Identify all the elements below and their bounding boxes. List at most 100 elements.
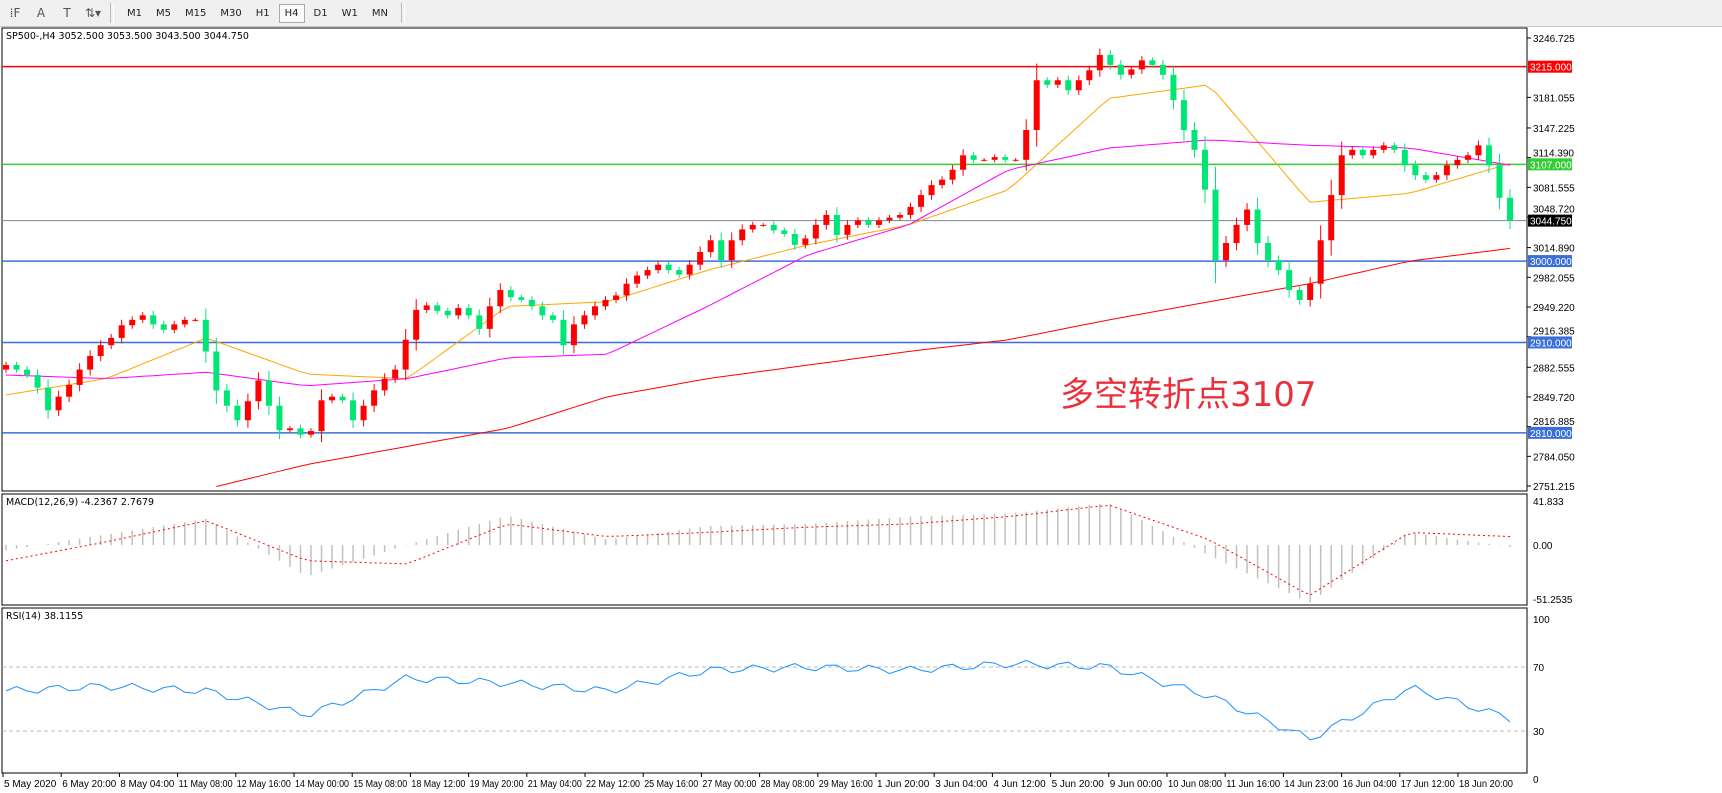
candle xyxy=(1244,203,1251,232)
grid-f-icon[interactable]: ⁞F xyxy=(9,6,21,20)
timeframe-h1[interactable]: H1 xyxy=(255,7,270,19)
candle xyxy=(507,286,514,302)
candle xyxy=(139,312,146,324)
candle xyxy=(360,399,367,427)
candle xyxy=(1002,154,1009,163)
candle xyxy=(697,246,704,271)
timeframe-m5[interactable]: M5 xyxy=(156,7,171,19)
candle-body xyxy=(655,264,662,271)
y-tick-label: 3014.890 xyxy=(1533,244,1575,255)
candle-body xyxy=(928,185,935,196)
x-tick-label: 29 May 16:00 xyxy=(819,779,873,790)
candle-body xyxy=(1002,157,1009,160)
x-tick-label: 12 May 16:00 xyxy=(237,779,291,790)
level-label: 3000.000 xyxy=(1530,257,1572,268)
candle-body xyxy=(613,295,620,300)
candle xyxy=(812,219,819,245)
x-tick-label: 14 Jun 23:00 xyxy=(1284,779,1338,790)
candle xyxy=(823,210,830,230)
y-tick-label: 3147.225 xyxy=(1533,124,1575,135)
candle xyxy=(350,392,357,428)
candle-body xyxy=(1422,175,1429,180)
candle-body xyxy=(1359,149,1366,156)
text-icon[interactable]: A xyxy=(36,6,46,20)
y-tick-label: 2751.215 xyxy=(1533,482,1575,493)
candle-body xyxy=(518,297,525,300)
moving-average-ma_slow xyxy=(216,247,1511,487)
candle-body xyxy=(886,217,893,221)
candle xyxy=(286,425,293,433)
candle-body xyxy=(844,224,851,235)
y-tick-label: 2816.885 xyxy=(1533,417,1575,428)
candle-body xyxy=(34,375,41,388)
candle-body xyxy=(486,306,493,329)
candle xyxy=(1380,142,1387,154)
candle-body xyxy=(1401,149,1408,166)
candle xyxy=(602,296,609,310)
macd-tick-label: 0.00 xyxy=(1533,541,1553,552)
level-label-box xyxy=(1528,255,1572,268)
candle-body xyxy=(129,319,136,326)
candle-body xyxy=(223,390,230,406)
candle xyxy=(802,234,809,249)
last-price-label: 3044.750 xyxy=(1530,217,1572,228)
candle xyxy=(749,221,756,233)
candle-body xyxy=(1507,197,1513,221)
candle-body xyxy=(1328,195,1335,241)
candle-body xyxy=(308,431,315,435)
candle xyxy=(1012,158,1019,162)
candle-body xyxy=(728,240,735,261)
x-tick-label: 5 May 2020 xyxy=(4,779,57,790)
candle xyxy=(644,266,651,279)
rsi-line xyxy=(5,659,1511,741)
candle xyxy=(875,217,882,229)
moving-average-ma_fast xyxy=(5,84,1511,396)
candle-body xyxy=(812,224,819,239)
timeframe-w1[interactable]: W1 xyxy=(341,7,358,19)
candle-body xyxy=(1307,283,1314,300)
candle xyxy=(1128,65,1135,79)
candle-body xyxy=(118,325,125,338)
candle-body xyxy=(244,401,251,421)
text-label-icon[interactable]: T xyxy=(63,6,71,20)
chart-area[interactable]: 3246.725 3181.055 3147.225 3114.390 3081.555… xyxy=(0,27,1722,793)
candle xyxy=(770,221,777,234)
timeframe-m30[interactable]: M30 xyxy=(220,7,242,19)
candle-body xyxy=(13,365,20,370)
timeframe-m15[interactable]: M15 xyxy=(185,7,207,19)
candle-body xyxy=(570,324,577,346)
candle-body xyxy=(875,220,882,225)
chart-title: SP500-,H4 3052.500 3053.500 3043.500 304… xyxy=(6,31,249,42)
candle xyxy=(108,333,115,350)
level-label-box xyxy=(1528,158,1572,171)
candle-body xyxy=(97,345,104,357)
candle xyxy=(1044,77,1051,88)
macd-panel xyxy=(1,493,1528,606)
candle xyxy=(549,312,556,324)
candle-body xyxy=(1044,80,1051,85)
candle-body xyxy=(476,315,483,329)
timeframe-mn[interactable]: MN xyxy=(371,7,388,19)
candle xyxy=(528,296,535,310)
candle xyxy=(1265,236,1272,268)
x-tick-label: 16 Jun 04:00 xyxy=(1343,779,1397,790)
candle xyxy=(455,304,462,320)
candle xyxy=(297,424,304,439)
candle xyxy=(1275,255,1282,275)
timeframe-m1[interactable]: M1 xyxy=(127,7,142,19)
main-panel xyxy=(1,27,1528,492)
candle-body xyxy=(1096,54,1103,71)
candle-body xyxy=(1054,80,1061,85)
candle-body xyxy=(339,396,346,401)
timeframe-h4[interactable]: H4 xyxy=(278,3,305,23)
y-tick-label: 3048.720 xyxy=(1533,205,1575,216)
candle xyxy=(1065,75,1072,95)
candle xyxy=(413,299,420,351)
candle-body xyxy=(749,224,756,230)
candle-body xyxy=(1275,260,1282,271)
candle-body xyxy=(1286,270,1293,291)
timeframe-d1[interactable]: D1 xyxy=(313,7,328,19)
candle xyxy=(160,320,167,334)
arrows-dropdown-icon[interactable]: ⇅▾ xyxy=(84,6,102,20)
candle xyxy=(1138,55,1145,74)
